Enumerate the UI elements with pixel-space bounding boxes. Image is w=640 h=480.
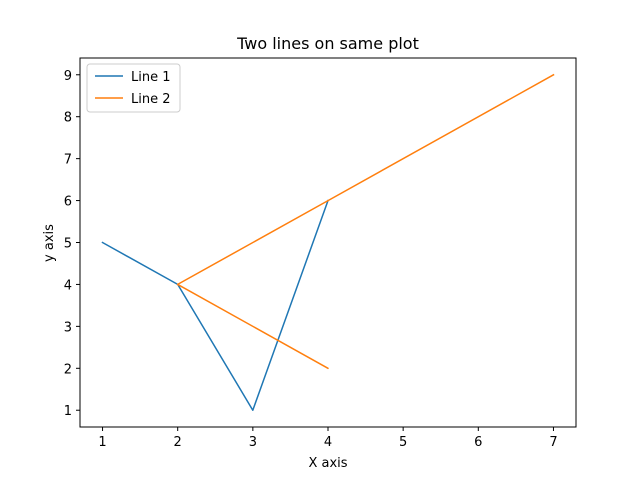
y-tick-label: 4 bbox=[64, 278, 72, 293]
y-tick-label: 8 bbox=[64, 111, 72, 126]
x-tick-label: 1 bbox=[98, 435, 106, 450]
x-axis-ticks: 1 2 3 4 5 6 7 bbox=[98, 427, 558, 450]
x-tick-label: 6 bbox=[474, 435, 482, 450]
chart-title: Two lines on same plot bbox=[236, 34, 419, 53]
legend: Line 1 Line 2 bbox=[86, 63, 181, 113]
plot-area bbox=[80, 58, 576, 427]
y-tick-label: 7 bbox=[64, 153, 72, 168]
legend-label-line-2: Line 2 bbox=[131, 92, 171, 107]
series-line-2 bbox=[176, 73, 555, 370]
y-tick-label: 5 bbox=[64, 237, 72, 252]
series-line-1 bbox=[101, 199, 329, 411]
x-tick-label: 4 bbox=[324, 435, 332, 450]
series-layer bbox=[101, 73, 555, 411]
y-tick-label: 9 bbox=[64, 69, 72, 84]
x-tick-label: 3 bbox=[249, 435, 257, 450]
plot-frame bbox=[79, 57, 577, 428]
x-tick-label: 2 bbox=[174, 435, 182, 450]
y-axis-label: y axis bbox=[42, 224, 57, 262]
y-tick-label: 6 bbox=[64, 195, 72, 210]
legend-label-line-1: Line 1 bbox=[131, 70, 171, 85]
x-tick-label: 7 bbox=[549, 435, 557, 450]
y-tick-label: 3 bbox=[64, 320, 72, 335]
y-tick-label: 2 bbox=[64, 362, 72, 377]
x-axis-label: X axis bbox=[308, 456, 347, 471]
y-axis-ticks: 1 2 3 4 5 6 7 8 9 bbox=[64, 69, 80, 419]
x-tick-label: 5 bbox=[399, 435, 407, 450]
y-tick-label: 1 bbox=[64, 404, 72, 419]
